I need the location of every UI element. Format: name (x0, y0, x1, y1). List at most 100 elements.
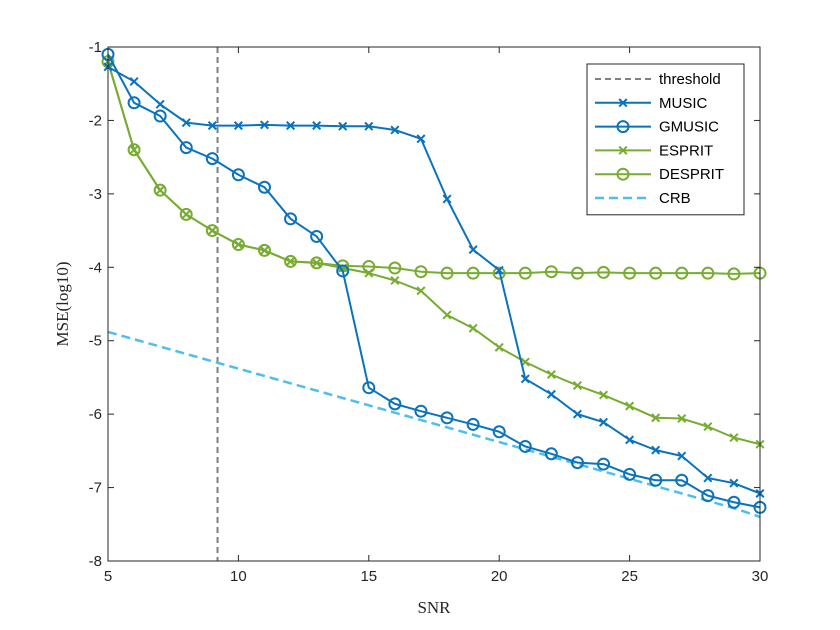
desprit-point (440, 266, 454, 280)
gmusic-point (231, 168, 245, 182)
axes-layer: 5 10 15 20 25 30 -1 -2 -3 -4 -5 -6 -7 -8 (89, 39, 769, 585)
esprit-point (259, 245, 269, 255)
music-point (651, 445, 661, 455)
esprit-point (312, 258, 322, 268)
music-point (599, 417, 609, 427)
legend-label-music: MUSIC (659, 95, 708, 112)
legend-label-gmusic: GMUSIC (659, 119, 719, 136)
gmusic-point (701, 489, 715, 503)
esprit-point (129, 145, 139, 155)
legend-marker-gmusic (616, 120, 630, 134)
y-tick-label: -7 (89, 480, 102, 497)
music-point (338, 121, 348, 131)
gmusic-point (440, 411, 454, 425)
legend-box (586, 63, 745, 216)
legend-item-esprit: ESPRIT (595, 142, 713, 159)
legend-marker-music (618, 98, 628, 108)
legend-label-crb: CRB (659, 190, 691, 207)
music-line (107, 65, 761, 495)
x-tick-label: 15 (360, 568, 377, 585)
desprit-point (153, 183, 167, 197)
music-point (181, 118, 191, 128)
esprit-point (207, 226, 217, 236)
desprit-point (701, 266, 715, 280)
series-esprit (103, 57, 765, 449)
legend-item-gmusic: GMUSIC (595, 119, 719, 136)
legend-label-desprit: DESPRIT (659, 166, 724, 183)
x-tick-label: 25 (621, 568, 638, 585)
music-point (312, 121, 322, 131)
desprit-point (623, 266, 637, 280)
axes-box (107, 46, 761, 562)
music-point (494, 265, 504, 275)
legend-item-crb: CRB (595, 190, 691, 207)
y-tick-label: -2 (89, 112, 102, 129)
series-music (103, 62, 765, 498)
x-axis-label: SNR (417, 598, 451, 617)
gmusic-point (649, 473, 663, 487)
music-point (364, 121, 374, 131)
desprit-point (205, 224, 219, 238)
esprit-point (494, 342, 504, 352)
x-tick-label: 5 (104, 568, 112, 585)
desprit-point (727, 267, 741, 281)
gmusic-point (727, 495, 741, 509)
music-point (625, 435, 635, 445)
desprit-point (492, 266, 506, 280)
legend-marker-esprit (618, 145, 628, 155)
gmusic-point (623, 467, 637, 481)
music-point (416, 134, 426, 144)
y-tick-label: -6 (89, 406, 102, 423)
gmusic-point (284, 212, 298, 226)
esprit-point (651, 413, 661, 423)
desprit-point (570, 266, 584, 280)
y-tick-label: -4 (89, 259, 102, 276)
esprit-point (442, 310, 452, 320)
gmusic-point (127, 96, 141, 110)
music-point (546, 389, 556, 399)
music-point (442, 194, 452, 204)
desprit-point (388, 261, 402, 275)
y-tick-label: -3 (89, 186, 102, 203)
gmusic-point (466, 417, 480, 431)
music-point (729, 478, 739, 488)
desprit-point (597, 265, 611, 279)
esprit-point (703, 422, 713, 432)
esprit-point (599, 390, 609, 400)
legend: threshold MUSIC GMUSIC ESPRIT DESPRIT CRB (586, 63, 745, 216)
esprit-point (364, 268, 374, 278)
desprit-point (466, 266, 480, 280)
esprit-line (107, 61, 761, 446)
legend-marker-desprit (616, 167, 630, 181)
music-point (207, 121, 217, 131)
music-point (233, 121, 243, 131)
gmusic-point (518, 439, 532, 453)
legend-item-desprit: DESPRIT (595, 166, 724, 183)
desprit-point (675, 266, 689, 280)
esprit-point (729, 433, 739, 443)
desprit-point (544, 265, 558, 279)
y-tick-label: -5 (89, 333, 102, 350)
esprit-point (625, 401, 635, 411)
desprit-point (231, 238, 245, 252)
gmusic-point (675, 473, 689, 487)
esprit-point (233, 240, 243, 250)
series-layer (101, 47, 767, 561)
desprit-point (179, 207, 193, 221)
esprit-point (677, 414, 687, 424)
x-tick-label: 30 (752, 568, 769, 585)
gmusic-point (362, 381, 376, 395)
legend-item-music: MUSIC (595, 95, 708, 112)
gmusic-point (153, 109, 167, 123)
legend-label-threshold: threshold (659, 71, 721, 88)
music-point (677, 451, 687, 461)
legend-item-threshold: threshold (595, 71, 721, 88)
esprit-point (546, 369, 556, 379)
desprit-point (649, 266, 663, 280)
gmusic-point (179, 141, 193, 155)
esprit-point (572, 380, 582, 391)
gmusic-point (336, 264, 350, 278)
gmusic-point (310, 229, 324, 243)
esprit-point (468, 323, 478, 333)
